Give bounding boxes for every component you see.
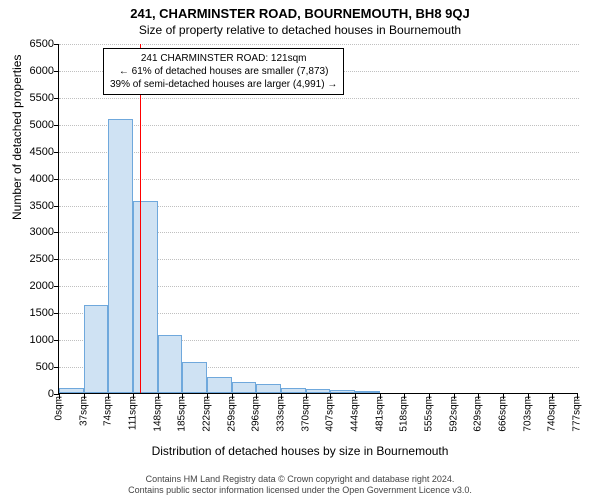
ytick-mark xyxy=(54,232,59,233)
ytick-label: 2500 xyxy=(14,253,54,265)
ytick-label: 1000 xyxy=(14,334,54,346)
page-title: 241, CHARMINSTER ROAD, BOURNEMOUTH, BH8 … xyxy=(0,0,600,21)
xtick-label: 37sqm xyxy=(78,396,89,426)
ytick-label: 1500 xyxy=(14,307,54,319)
ytick-label: 2000 xyxy=(14,280,54,292)
x-axis-label: Distribution of detached houses by size … xyxy=(0,444,600,458)
ytick-mark xyxy=(54,152,59,153)
ytick-mark xyxy=(54,259,59,260)
histogram-bar xyxy=(108,119,133,393)
xtick-label: 259sqm xyxy=(226,396,237,432)
xtick-label: 111sqm xyxy=(128,396,139,430)
chart-container: 0500100015002000250030003500400045005000… xyxy=(58,44,578,432)
ytick-mark xyxy=(54,340,59,341)
ytick-mark xyxy=(54,179,59,180)
ytick-mark xyxy=(54,313,59,314)
ytick-label: 5000 xyxy=(14,119,54,131)
annotation-line: ← 61% of detached houses are smaller (7,… xyxy=(110,65,337,78)
histogram-bar xyxy=(281,388,306,393)
xtick-label: 703sqm xyxy=(522,396,533,432)
marker-line xyxy=(140,44,141,393)
footer-line-2: Contains public sector information licen… xyxy=(0,485,600,496)
ytick-label: 6000 xyxy=(14,65,54,77)
page-subtitle: Size of property relative to detached ho… xyxy=(0,21,600,41)
grid-line xyxy=(59,125,579,126)
ytick-mark xyxy=(54,98,59,99)
histogram-bar xyxy=(232,382,257,393)
xtick-label: 333sqm xyxy=(276,396,287,432)
grid-line xyxy=(59,98,579,99)
ytick-mark xyxy=(54,286,59,287)
xtick-label: 0sqm xyxy=(54,396,65,420)
xtick-label: 74sqm xyxy=(103,396,114,426)
histogram-bar xyxy=(355,391,380,393)
histogram-bar xyxy=(256,384,281,393)
xtick-label: 592sqm xyxy=(448,396,459,432)
xtick-label: 740sqm xyxy=(547,396,558,432)
ytick-mark xyxy=(54,71,59,72)
xtick-label: 148sqm xyxy=(152,396,163,432)
footer-line-1: Contains HM Land Registry data © Crown c… xyxy=(0,474,600,485)
ytick-label: 6500 xyxy=(14,38,54,50)
ytick-label: 3500 xyxy=(14,200,54,212)
xtick-label: 666sqm xyxy=(498,396,509,432)
histogram-bar xyxy=(182,362,207,393)
grid-line xyxy=(59,152,579,153)
plot-area: 0500100015002000250030003500400045005000… xyxy=(58,44,578,394)
annotation-line: 241 CHARMINSTER ROAD: 121sqm xyxy=(110,52,337,65)
ytick-label: 0 xyxy=(14,388,54,400)
xtick-label: 777sqm xyxy=(572,396,583,432)
footer-attribution: Contains HM Land Registry data © Crown c… xyxy=(0,474,600,496)
ytick-mark xyxy=(54,44,59,45)
annotation-line: 39% of semi-detached houses are larger (… xyxy=(110,78,337,91)
ytick-label: 500 xyxy=(14,361,54,373)
grid-line xyxy=(59,179,579,180)
histogram-bar xyxy=(158,335,183,393)
xtick-label: 518sqm xyxy=(399,396,410,432)
histogram-bar xyxy=(306,389,331,393)
ytick-label: 4500 xyxy=(14,146,54,158)
ytick-mark xyxy=(54,206,59,207)
xtick-label: 222sqm xyxy=(202,396,213,432)
ytick-mark xyxy=(54,125,59,126)
y-axis-label: Number of detached properties xyxy=(10,55,24,220)
ytick-label: 3000 xyxy=(14,226,54,238)
xtick-label: 370sqm xyxy=(300,396,311,432)
ytick-label: 5500 xyxy=(14,92,54,104)
histogram-bar xyxy=(84,305,109,393)
ytick-label: 4000 xyxy=(14,173,54,185)
ytick-mark xyxy=(54,367,59,368)
histogram-bar xyxy=(207,377,232,393)
xtick-label: 407sqm xyxy=(325,396,336,432)
histogram-bar xyxy=(133,201,158,393)
xtick-label: 296sqm xyxy=(251,396,262,432)
grid-line xyxy=(59,44,579,45)
histogram-bar xyxy=(330,390,355,393)
annotation-box: 241 CHARMINSTER ROAD: 121sqm← 61% of det… xyxy=(103,48,344,95)
xtick-label: 629sqm xyxy=(473,396,484,432)
xtick-label: 481sqm xyxy=(374,396,385,432)
xtick-label: 555sqm xyxy=(424,396,435,432)
xtick-label: 185sqm xyxy=(177,396,188,432)
histogram-bar xyxy=(59,388,84,393)
xtick-label: 444sqm xyxy=(350,396,361,432)
